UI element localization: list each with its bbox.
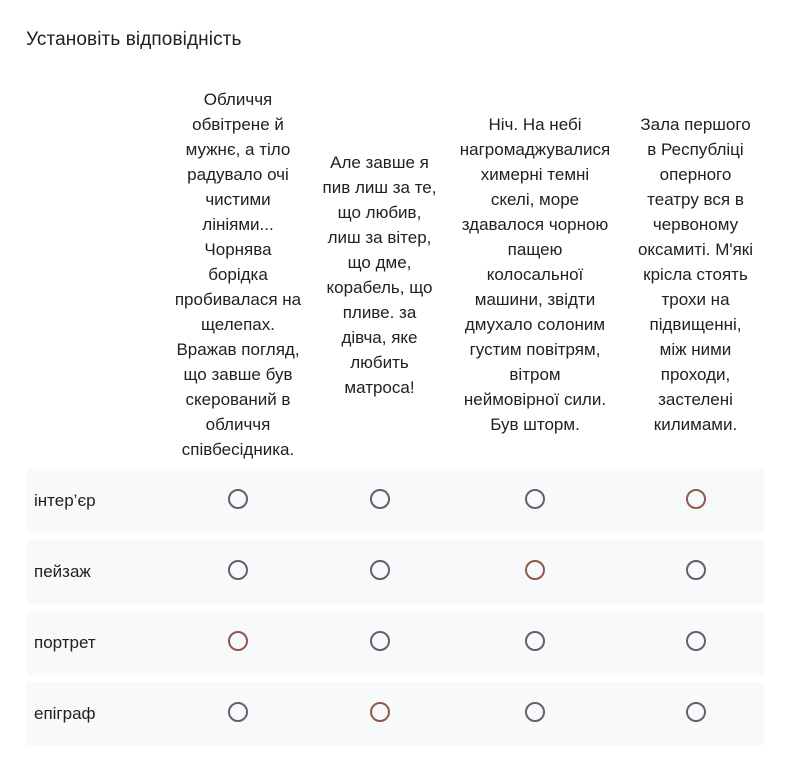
grid-cell xyxy=(443,469,627,533)
column-header-line: співбесідника. xyxy=(181,440,295,459)
grid-cell xyxy=(316,682,443,746)
column-header-line: що любив, xyxy=(337,202,422,222)
radio-button[interactable] xyxy=(228,488,248,509)
column-header-line: пробивалася на xyxy=(174,290,302,309)
grid-row: інтер’єр xyxy=(26,469,764,533)
question-title: Установіть відповідність xyxy=(26,29,242,50)
column-header-line: пливе. за xyxy=(342,302,417,322)
column-header-line: вітром xyxy=(509,365,561,384)
grid-cell xyxy=(160,611,316,675)
grid-cell xyxy=(160,682,316,746)
grid-cell xyxy=(160,540,316,604)
column-header-line: корабель, що xyxy=(326,277,433,297)
grid-row: епіграф xyxy=(26,682,764,746)
column-header-line: трохи на xyxy=(661,290,730,309)
grid-row: портрет xyxy=(26,611,764,675)
radio-button[interactable] xyxy=(369,630,390,651)
radio-button[interactable] xyxy=(525,488,545,509)
radio-button[interactable] xyxy=(525,559,545,580)
radio-button[interactable] xyxy=(685,630,706,651)
column-header-line: пащею xyxy=(507,240,563,259)
row-label-header xyxy=(26,87,160,462)
column-header-line: Але завше я xyxy=(330,152,429,172)
column-header-2: Але завше я пив лиш за те, що любив, лиш за… xyxy=(316,87,443,462)
grid-cell xyxy=(316,469,443,533)
column-header-line: густим повітрям, xyxy=(469,340,601,359)
radio-button[interactable] xyxy=(525,630,545,651)
grid-cell xyxy=(160,469,316,533)
column-header-line: застелені xyxy=(658,390,733,409)
grid-row: пейзаж xyxy=(26,540,764,604)
column-header-line: червоному xyxy=(652,215,739,234)
grid-cell xyxy=(627,469,764,533)
column-header-line: радувало очі xyxy=(187,165,289,184)
row-label: пейзаж xyxy=(26,540,160,604)
column-header-line: Був шторм. xyxy=(490,415,580,434)
column-header-line: матроса! xyxy=(344,377,415,397)
grid-cell xyxy=(316,540,443,604)
column-header-line: колосальної xyxy=(486,265,584,284)
column-header-line: оксамиті. М'які xyxy=(637,240,754,259)
row-label: епіграф xyxy=(26,682,160,746)
grid-cell xyxy=(627,540,764,604)
radio-button[interactable] xyxy=(525,701,545,722)
column-header-line: здавалося чорною xyxy=(461,215,609,234)
column-header-line: Зала першого xyxy=(640,115,751,134)
column-header-line: проходи, xyxy=(660,365,731,384)
column-header-line: машини, звідти xyxy=(474,290,596,309)
column-header-line: килимами. xyxy=(653,415,738,434)
column-header-line: чистими xyxy=(205,190,271,209)
grid-cell xyxy=(627,682,764,746)
column-header-line: любить xyxy=(350,352,409,372)
column-header-line: що завше був xyxy=(183,365,293,384)
column-header-line: що дме, xyxy=(347,252,412,272)
grid-cell xyxy=(443,682,627,746)
radio-button[interactable] xyxy=(685,488,706,509)
radio-button[interactable] xyxy=(369,701,390,722)
column-header-line: Ніч. На небі xyxy=(488,115,582,134)
grid-cell xyxy=(316,611,443,675)
column-header-3: Ніч. На небі нагромаджувалися химерні темн… xyxy=(443,87,627,462)
column-header-line: крісла стоять xyxy=(643,265,748,284)
column-header-line: химерні темні xyxy=(480,165,590,184)
column-header-line: в Республіці xyxy=(647,140,744,159)
column-header-line: Вражав погляд, xyxy=(176,340,300,359)
column-header-line: щелепах. xyxy=(201,315,275,334)
column-header-line: дмухало солоним xyxy=(464,315,606,334)
column-header-line: театру вся в xyxy=(647,190,744,209)
column-header-line: обвітрене й xyxy=(192,115,284,134)
column-header-line: Обличчя xyxy=(203,90,273,109)
grid-cell xyxy=(443,611,627,675)
choice-grid: Обличчя обвітрене й мужнє, а тіло радувало … xyxy=(26,80,764,753)
column-header-line: підвищенні, xyxy=(649,315,742,334)
column-header-line: дівча, яке xyxy=(341,327,418,347)
column-header-4: Зала першого в Республіці оперного театру в… xyxy=(627,87,764,462)
column-header-line: Чорнява xyxy=(204,240,272,259)
column-header-line: нагромаджувалися xyxy=(459,140,611,159)
column-header-1: Обличчя обвітрене й мужнє, а тіло радувало … xyxy=(160,87,316,462)
column-header-line: обличчя xyxy=(205,415,271,434)
radio-button[interactable] xyxy=(685,701,706,722)
radio-button[interactable] xyxy=(369,488,390,509)
column-header-line: неймовірної сили. xyxy=(463,390,607,409)
column-header-line: оперного xyxy=(659,165,732,184)
column-header-line: мужнє, а тіло xyxy=(185,140,291,159)
row-label: інтер’єр xyxy=(26,469,160,533)
radio-button[interactable] xyxy=(228,559,248,580)
row-label: портрет xyxy=(26,611,160,675)
column-header-line: між ними xyxy=(659,340,732,359)
column-header-line: лиш за вітер, xyxy=(327,227,432,247)
grid-cell xyxy=(443,540,627,604)
column-header-line: борідка xyxy=(208,265,268,284)
column-header-line: пив лиш за те, xyxy=(322,177,437,197)
radio-button[interactable] xyxy=(685,559,706,580)
column-header-line: скелі, море xyxy=(490,190,580,209)
radio-button[interactable] xyxy=(369,559,390,580)
column-header-line: скерований в xyxy=(185,390,291,409)
radio-button[interactable] xyxy=(228,701,248,722)
column-header-line: лініями... xyxy=(202,215,274,234)
radio-button[interactable] xyxy=(228,630,248,651)
grid-cell xyxy=(627,611,764,675)
